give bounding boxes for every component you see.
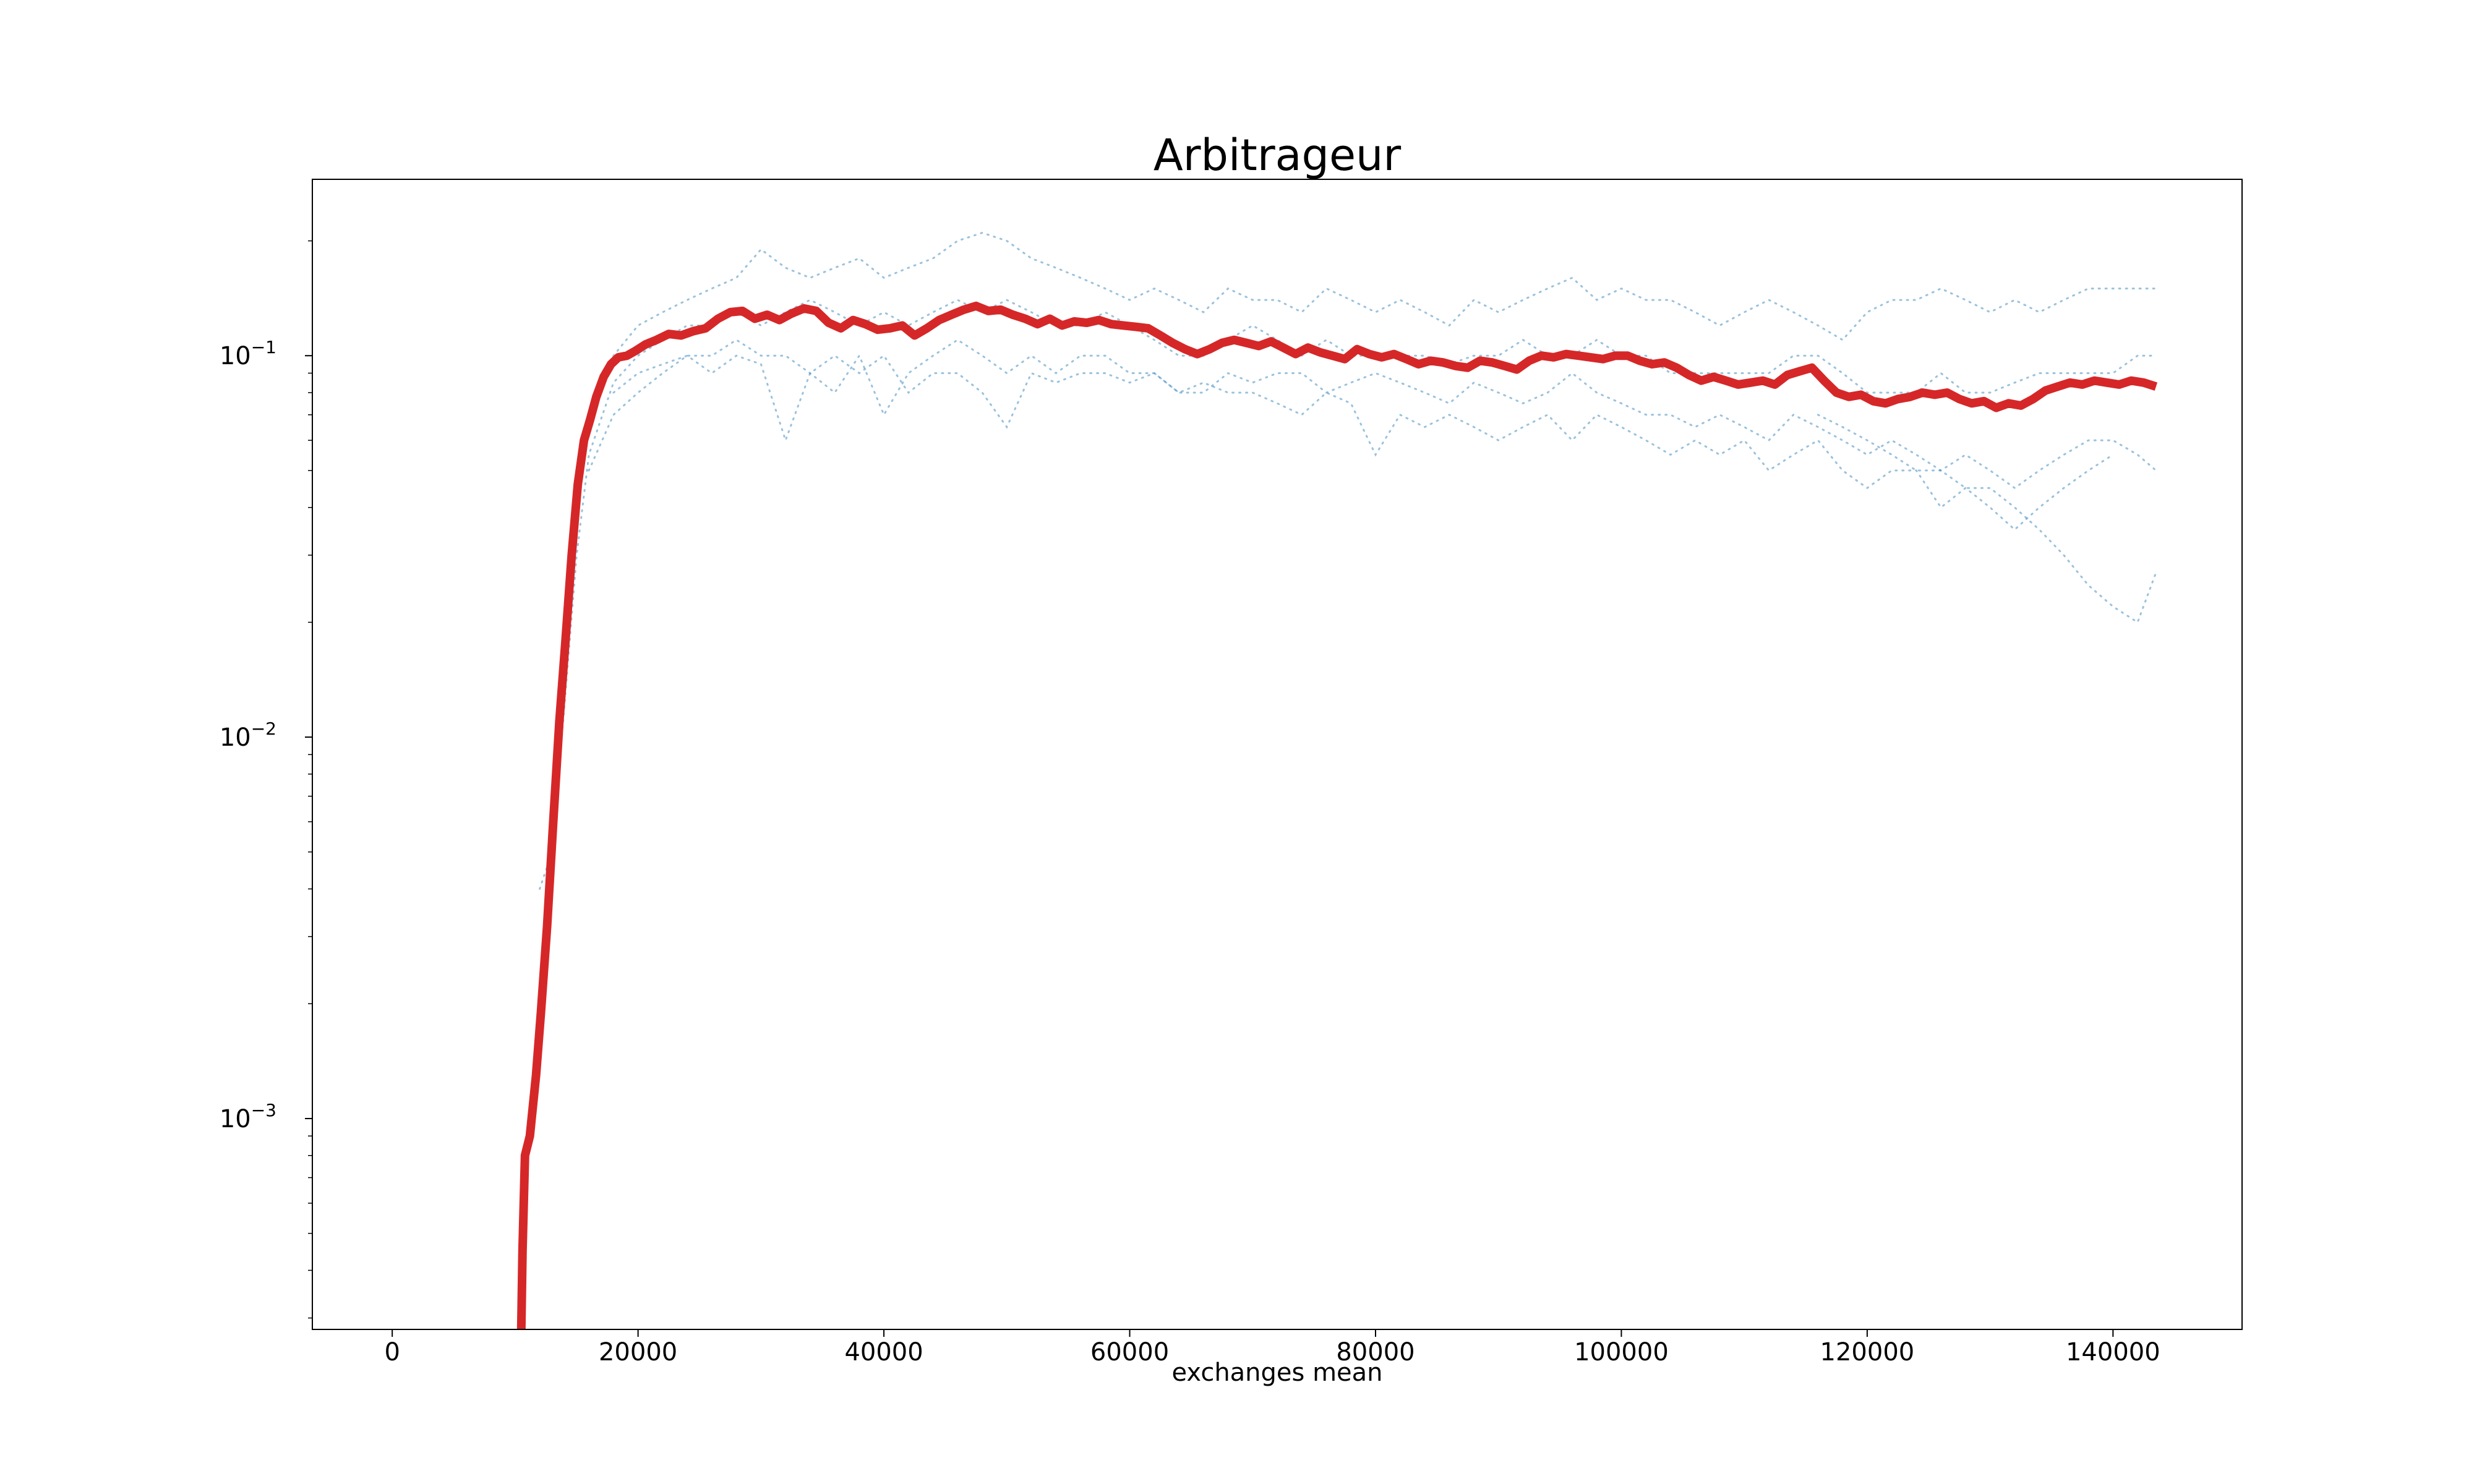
mean-line <box>516 301 2158 1330</box>
x-axis-label: exchanges mean <box>1171 1358 1382 1387</box>
y-tick-label: 10−1 <box>220 337 276 370</box>
y-tick-label: 10−3 <box>220 1100 276 1133</box>
run-scatter-3 <box>588 338 2157 490</box>
x-tick-label: 0 <box>384 1338 400 1367</box>
x-axis: 0 20000 40000 60000 80000 100000 120000 140000 <box>384 1329 2160 1367</box>
mean-line-layer <box>516 301 2158 1330</box>
y-tick-label: 10−2 <box>220 719 276 752</box>
x-tick-label: 20000 <box>599 1338 677 1367</box>
x-tick-label: 60000 <box>1090 1338 1169 1367</box>
y-axis: 10−3 10−2 10−1 <box>220 240 312 1319</box>
x-tick-label: 120000 <box>1820 1338 1915 1367</box>
x-tick-label: 40000 <box>844 1338 923 1367</box>
run-scatter-2 <box>539 299 2157 890</box>
run-scatter-layer <box>539 231 2157 890</box>
run-scatter-4 <box>1817 414 2157 624</box>
x-tick-label: 140000 <box>2066 1338 2160 1367</box>
x-tick-label: 100000 <box>1574 1338 1669 1367</box>
chart-title: Arbitrageur <box>1154 130 1402 181</box>
run-scatter-5 <box>612 354 2114 531</box>
run-scatter-1 <box>563 231 2157 623</box>
x-tick-label: 80000 <box>1336 1338 1415 1367</box>
